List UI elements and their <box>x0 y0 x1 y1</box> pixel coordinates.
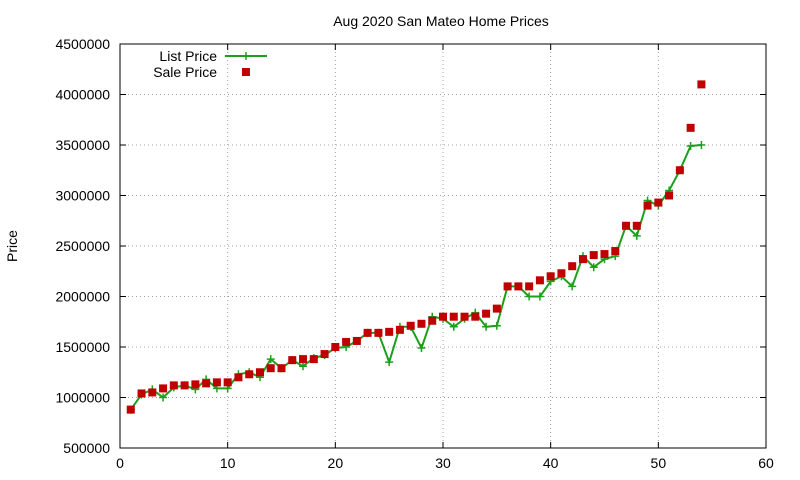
data-point <box>643 201 652 210</box>
data-point <box>245 370 254 379</box>
data-point <box>288 356 297 365</box>
y-tick-label: 1000000 <box>55 390 110 406</box>
data-point <box>568 262 577 271</box>
data-point <box>374 328 383 337</box>
legend-label: List Price <box>159 48 217 64</box>
data-point <box>557 269 566 278</box>
y-axis-label: Price <box>4 230 20 262</box>
data-point <box>697 141 706 149</box>
data-point <box>632 221 641 230</box>
data-point <box>535 292 544 301</box>
series-line <box>129 144 702 411</box>
data-point <box>665 191 674 200</box>
data-point <box>137 389 146 398</box>
data-point <box>492 321 501 330</box>
data-point <box>622 221 631 230</box>
x-tick-label: 60 <box>758 455 774 471</box>
data-point <box>417 319 426 328</box>
data-point <box>342 337 351 346</box>
data-point <box>482 322 491 331</box>
data-point <box>428 316 437 325</box>
data-point <box>697 80 706 89</box>
data-point <box>202 379 211 388</box>
data-point <box>148 388 157 397</box>
data-point <box>417 344 426 353</box>
series-sale-price <box>126 80 706 414</box>
data-point <box>449 322 458 331</box>
y-tick-label: 2000000 <box>55 289 110 305</box>
data-point <box>385 358 394 367</box>
data-point <box>331 343 340 351</box>
data-point <box>449 312 458 321</box>
data-point <box>686 142 695 151</box>
data-point <box>395 325 404 334</box>
data-point <box>514 282 523 291</box>
data-point <box>180 381 189 390</box>
y-tick-label: 4000000 <box>55 87 110 103</box>
data-point <box>589 263 598 272</box>
chart-title: Aug 2020 San Mateo Home Prices <box>333 13 549 29</box>
series-list-price <box>126 141 706 414</box>
data-point <box>255 368 264 377</box>
data-point <box>299 355 308 364</box>
data-point <box>234 373 243 382</box>
x-tick-label: 40 <box>543 455 559 471</box>
data-point <box>266 355 275 364</box>
legend-label: Sale Price <box>153 64 217 80</box>
x-tick-label: 20 <box>328 455 344 471</box>
data-point <box>363 328 372 337</box>
data-point <box>525 292 534 301</box>
data-point <box>277 364 286 373</box>
y-tick-label: 500000 <box>63 440 110 456</box>
data-point <box>212 378 221 387</box>
data-point <box>471 312 480 321</box>
data-point <box>492 304 501 313</box>
data-point <box>309 355 318 364</box>
x-tick-label: 0 <box>116 455 124 471</box>
data-point <box>535 276 544 285</box>
x-tick-label: 30 <box>435 455 451 471</box>
data-point <box>126 405 135 414</box>
x-tick-label: 10 <box>220 455 236 471</box>
data-point <box>460 312 469 321</box>
y-tick-label: 1500000 <box>55 339 110 355</box>
data-point <box>632 231 641 240</box>
data-point <box>159 384 168 393</box>
data-point <box>578 255 587 264</box>
data-point <box>482 309 491 318</box>
data-point <box>352 336 361 345</box>
legend-marker <box>242 68 250 76</box>
data-point <box>320 350 329 359</box>
data-point <box>611 247 620 256</box>
data-point <box>568 282 577 291</box>
data-point <box>654 198 663 207</box>
data-point <box>406 321 415 330</box>
data-point <box>299 362 308 371</box>
series-layer <box>126 80 706 414</box>
y-tick-label: 2500000 <box>55 238 110 254</box>
y-tick-label: 3000000 <box>55 188 110 204</box>
x-tick-label: 50 <box>651 455 667 471</box>
data-point <box>385 327 394 336</box>
data-point <box>266 364 275 373</box>
data-point <box>169 381 178 390</box>
data-point <box>546 272 555 281</box>
legend-marker <box>242 52 250 60</box>
data-point <box>675 166 684 175</box>
y-tick-label: 4500000 <box>55 36 110 52</box>
data-point <box>503 282 512 291</box>
axis-ticks: 0 10 20 30 40 50 60 500000 1000000 1500000 2000000… <box>55 36 774 471</box>
data-point <box>589 251 598 260</box>
data-point <box>600 250 609 259</box>
data-point <box>439 312 447 321</box>
data-point <box>159 393 168 402</box>
data-point <box>223 378 232 387</box>
y-tick-label: 3500000 <box>55 137 110 153</box>
data-point <box>686 123 695 132</box>
data-point <box>191 380 200 389</box>
data-point <box>525 282 534 291</box>
